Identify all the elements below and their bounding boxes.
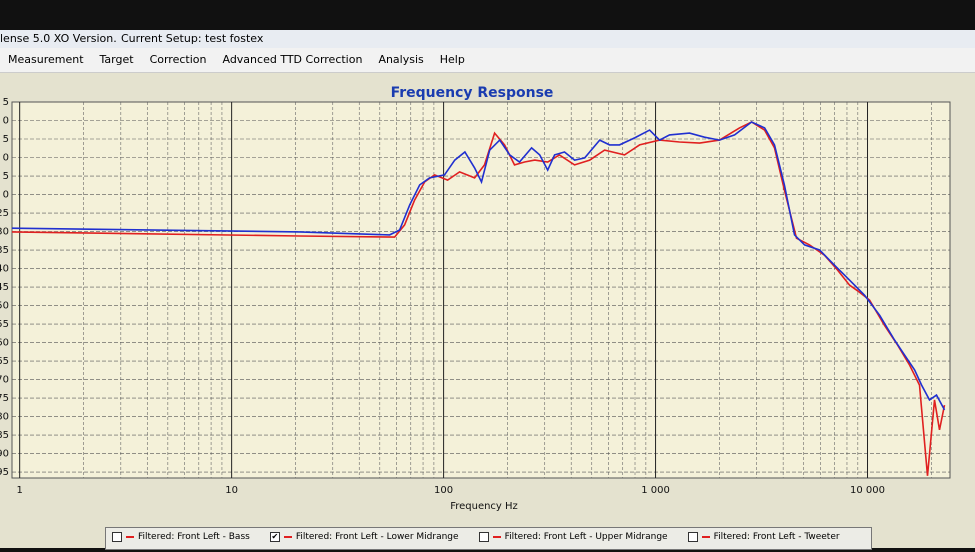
y-tick-label: 45 — [0, 282, 9, 293]
legend-item[interactable]: Filtered: Front Left - Bass — [112, 528, 250, 546]
app-title: lense 5.0 XO Version. — [0, 32, 117, 45]
y-tick-label: 0 — [3, 153, 9, 164]
legend-label: Filtered: Front Left - Tweeter — [713, 532, 840, 542]
menu-item[interactable]: Analysis — [378, 53, 424, 66]
y-tick-label: 60 — [0, 338, 9, 349]
legend-swatch — [701, 535, 710, 538]
x-tick-label: 10 — [225, 485, 238, 496]
legend-item[interactable]: Filtered: Front Left - Tweeter — [687, 528, 840, 546]
y-tick-label: -90 — [0, 449, 9, 460]
legend-swatch — [283, 535, 292, 538]
y-tick-label: 35 — [0, 245, 9, 256]
menu-item[interactable]: Help — [439, 53, 465, 66]
title-bar: lense 5.0 XO Version. Current Setup: tes… — [0, 30, 975, 48]
menu-item[interactable]: Advanced TTD Correction — [222, 53, 363, 66]
menu-item[interactable]: Correction — [149, 53, 207, 66]
legend: Filtered: Front Left - Bass ✔ Filtered: Fr… — [105, 527, 872, 550]
y-tick-label: 0 — [3, 116, 9, 127]
y-tick-label: -95 — [0, 467, 9, 478]
legend-item[interactable]: Filtered: Front Left - Upper Midrange — [478, 528, 668, 546]
y-tick-label: -70 — [0, 375, 9, 386]
y-tick-label: 55 — [0, 319, 9, 330]
legend-label: Filtered: Front Left - Lower Midrange — [295, 532, 459, 542]
y-tick-label: 40 — [0, 264, 9, 275]
checkbox[interactable] — [687, 531, 698, 542]
x-tick-label: 100 — [434, 485, 453, 496]
current-setup: Current Setup: test fostex — [121, 32, 264, 45]
series-line — [11, 121, 946, 411]
legend-label: Filtered: Front Left - Upper Midrange — [504, 532, 668, 542]
y-tick-label: 0 — [3, 190, 9, 201]
legend-label: Filtered: Front Left - Bass — [138, 532, 250, 542]
menu-item[interactable]: Target — [99, 53, 134, 66]
y-tick-label: -85 — [0, 430, 9, 441]
y-tick-label: -80 — [0, 412, 9, 423]
checkbox[interactable]: ✔ — [269, 531, 280, 542]
x-tick-label: 10 000 — [850, 485, 885, 496]
checkbox[interactable] — [112, 531, 122, 542]
y-tick-label: 5 — [3, 171, 9, 182]
y-tick-label: 5 — [3, 97, 9, 108]
plot-area — [11, 101, 951, 479]
y-tick-label: 50 — [0, 301, 9, 312]
legend-swatch — [126, 535, 134, 538]
chart-window: Frequency Response Frequency Hz 50505025… — [0, 73, 975, 548]
x-axis-label: Frequency Hz — [450, 501, 518, 512]
chart: Frequency Response Frequency Hz 50505025… — [0, 85, 951, 512]
legend-item[interactable]: ✔ Filtered: Front Left - Lower Midrange — [269, 528, 459, 546]
y-tick-label: -75 — [0, 393, 9, 404]
y-tick-label: 5 — [3, 134, 9, 145]
chart-title: Frequency Response — [391, 85, 554, 101]
menu-bar: Measurement Target Correction Advanced TTD … — [0, 48, 975, 73]
menu-item[interactable]: Measurement — [8, 53, 84, 66]
y-tick-label: 25 — [0, 208, 9, 219]
y-tick-label: 30 — [0, 227, 9, 238]
y-tick-label: 65 — [0, 356, 9, 367]
legend-swatch — [492, 535, 501, 538]
x-tick-label: 1 000 — [641, 485, 670, 496]
checkbox[interactable] — [478, 531, 489, 542]
x-tick-label: 1 — [16, 485, 22, 496]
